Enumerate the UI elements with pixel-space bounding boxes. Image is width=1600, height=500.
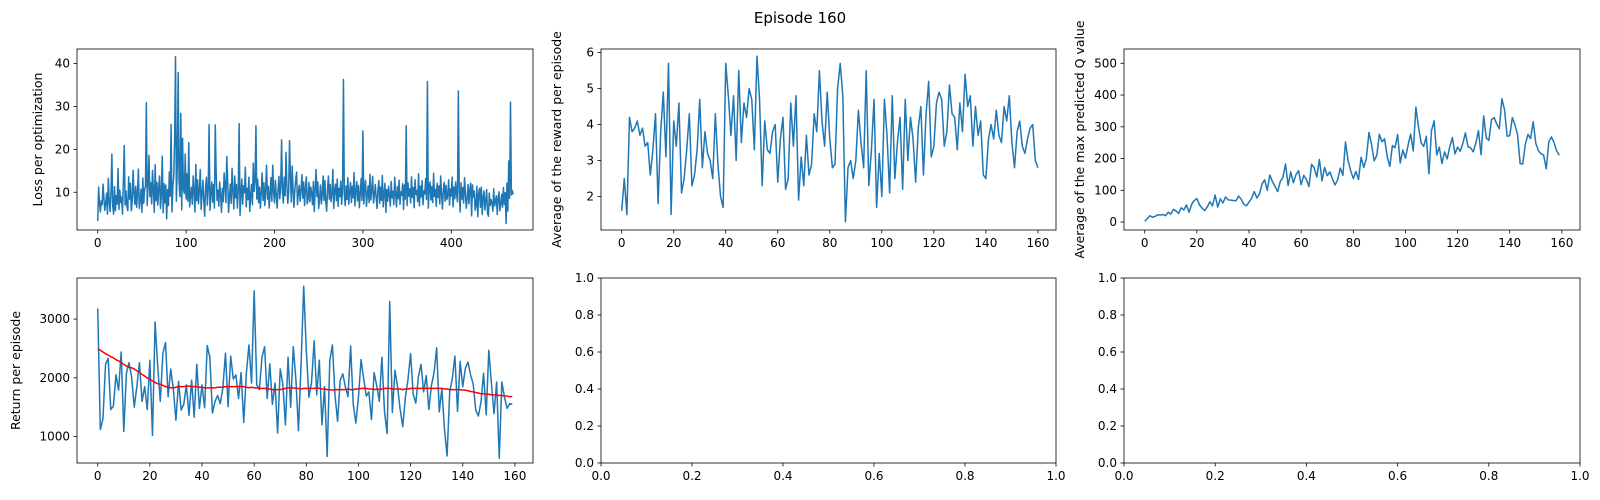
x-tick-label-max-q-8: 160 (1550, 236, 1573, 250)
y-tick-label-avg-reward-0: 2 (586, 190, 594, 204)
y-tick-label-empty-1-2: 0.4 (575, 382, 594, 396)
x-tick-label-max-q-6: 120 (1446, 236, 1469, 250)
y-tick-label-max-q-2: 200 (1094, 152, 1117, 166)
subplot-max-q: 0 20 40 60 80 100 120 140 160 0 100 200 300 400 500 Ave… (1072, 20, 1581, 259)
x-tick-label-avg-reward-6: 120 (922, 236, 945, 250)
y-tick-label-empty-1-3: 0.6 (575, 345, 594, 359)
x-tick-label-avg-reward-5: 100 (870, 236, 893, 250)
y-tick-label-max-q-5: 500 (1094, 56, 1117, 70)
y-tick-label-empty-1-1: 0.2 (575, 419, 594, 433)
y-tick-label-max-q-3: 300 (1094, 120, 1117, 134)
x-tick-label-loss-1: 100 (175, 236, 198, 250)
subplot-empty-2: 0.0 0.2 0.4 0.6 0.8 1.0 0.0 0.2 0.4 0.6 0.8 1.0 (1098, 271, 1590, 483)
y-tick-label-loss-2: 30 (55, 99, 70, 113)
subplot-empty-1: 0.0 0.2 0.4 0.6 0.8 1.0 0.0 0.2 0.4 0.6 0.8 1.0 (575, 271, 1066, 483)
subplot-avg-reward: 0 20 40 60 80 100 120 140 160 2 3 4 5 6 Average of the… (549, 31, 1057, 250)
x-tick-label-return-8: 160 (503, 469, 526, 483)
x-tick-label-avg-reward-7: 140 (974, 236, 997, 250)
x-tick-label-avg-reward-3: 60 (770, 236, 785, 250)
x-tick-label-avg-reward-4: 80 (822, 236, 837, 250)
figure-suptitle: Episode 160 (754, 9, 846, 27)
y-tick-label-empty-2-3: 0.6 (1098, 345, 1117, 359)
x-tick-label-empty-2-5: 1.0 (1570, 469, 1589, 483)
x-tick-label-empty-1-5: 1.0 (1046, 469, 1065, 483)
series-line-return-1 (97, 348, 513, 398)
y-axis-label-avg-reward: Average of the reward per episode (549, 31, 564, 248)
axes-frame-loss (76, 48, 534, 231)
x-tick-label-return-6: 120 (399, 469, 422, 483)
x-tick-label-empty-1-1: 0.2 (682, 469, 701, 483)
x-tick-label-empty-1-2: 0.4 (773, 469, 792, 483)
x-tick-label-empty-2-3: 0.6 (1388, 469, 1407, 483)
series-line-loss-0 (96, 55, 514, 225)
x-tick-label-max-q-2: 40 (1241, 236, 1256, 250)
x-tick-label-return-3: 60 (247, 469, 262, 483)
x-tick-label-return-0: 0 (94, 469, 102, 483)
y-tick-label-max-q-1: 100 (1094, 183, 1117, 197)
x-tick-label-empty-1-4: 0.8 (955, 469, 974, 483)
y-tick-label-empty-1-5: 1.0 (575, 271, 594, 285)
axes-frame-max-q (1123, 48, 1581, 231)
x-tick-label-max-q-5: 100 (1394, 236, 1417, 250)
x-tick-label-return-2: 40 (194, 469, 209, 483)
x-tick-label-loss-0: 0 (94, 236, 102, 250)
x-tick-label-max-q-3: 60 (1294, 236, 1309, 250)
x-tick-label-empty-2-1: 0.2 (1206, 469, 1225, 483)
y-tick-label-empty-2-4: 0.8 (1098, 308, 1117, 322)
y-tick-label-avg-reward-2: 4 (586, 118, 594, 132)
y-tick-label-loss-1: 20 (55, 142, 70, 156)
x-tick-label-return-5: 100 (347, 469, 370, 483)
axes-frame-empty-1 (600, 277, 1057, 464)
series-line-avg-reward-0 (620, 55, 1039, 223)
x-tick-label-max-q-7: 140 (1498, 236, 1521, 250)
x-tick-label-avg-reward-8: 160 (1026, 236, 1049, 250)
y-tick-label-avg-reward-4: 6 (586, 46, 594, 60)
x-tick-label-return-7: 140 (451, 469, 474, 483)
y-tick-label-empty-2-5: 1.0 (1098, 271, 1117, 285)
y-axis-label-loss: Loss per optimization (30, 73, 45, 207)
y-tick-label-empty-1-4: 0.8 (575, 308, 594, 322)
y-axis-label-max-q: Average of the max predicted Q value (1072, 20, 1087, 259)
x-tick-label-empty-1-0: 0.0 (591, 469, 610, 483)
series-line-return-0 (96, 285, 513, 460)
y-tick-label-loss-0: 10 (55, 185, 70, 199)
axes-frame-avg-reward (600, 48, 1057, 231)
subplot-return: 0 20 40 60 80 100 120 140 160 1000 2000 3000 Return … (8, 277, 534, 483)
x-tick-label-return-4: 80 (299, 469, 314, 483)
y-tick-label-empty-2-0: 0.0 (1098, 456, 1117, 470)
y-tick-label-empty-2-1: 0.2 (1098, 419, 1117, 433)
x-tick-label-max-q-4: 80 (1346, 236, 1361, 250)
axes-frame-empty-2 (1123, 277, 1581, 464)
axes-frame-return (76, 277, 534, 464)
series-line-max-q-0 (1144, 98, 1560, 222)
subplot-loss: 0 100 200 300 400 10 20 30 40 Loss per optimizati… (30, 48, 534, 250)
y-tick-label-return-2: 3000 (39, 312, 70, 326)
x-tick-label-return-1: 20 (142, 469, 157, 483)
x-tick-label-loss-2: 200 (263, 236, 286, 250)
y-tick-label-max-q-4: 400 (1094, 88, 1117, 102)
x-tick-label-max-q-1: 20 (1189, 236, 1204, 250)
x-tick-label-empty-2-4: 0.8 (1479, 469, 1498, 483)
x-tick-label-avg-reward-2: 40 (718, 236, 733, 250)
x-tick-label-max-q-0: 0 (1141, 236, 1149, 250)
y-tick-label-avg-reward-1: 3 (586, 154, 594, 168)
y-tick-label-max-q-0: 0 (1109, 215, 1117, 229)
x-tick-label-empty-2-0: 0.0 (1114, 469, 1133, 483)
x-tick-label-empty-1-3: 0.6 (864, 469, 883, 483)
y-tick-label-empty-2-2: 0.4 (1098, 382, 1117, 396)
y-tick-label-loss-3: 40 (55, 57, 70, 71)
y-axis-label-return: Return per episode (8, 311, 23, 430)
y-tick-label-avg-reward-3: 5 (586, 82, 594, 96)
y-tick-label-return-1: 2000 (39, 371, 70, 385)
x-tick-label-empty-2-2: 0.4 (1297, 469, 1316, 483)
y-tick-label-return-0: 1000 (39, 430, 70, 444)
x-tick-label-loss-4: 400 (440, 236, 463, 250)
x-tick-label-loss-3: 300 (351, 236, 374, 250)
y-tick-label-empty-1-0: 0.0 (575, 456, 594, 470)
x-tick-label-avg-reward-1: 20 (666, 236, 681, 250)
x-tick-label-avg-reward-0: 0 (618, 236, 626, 250)
